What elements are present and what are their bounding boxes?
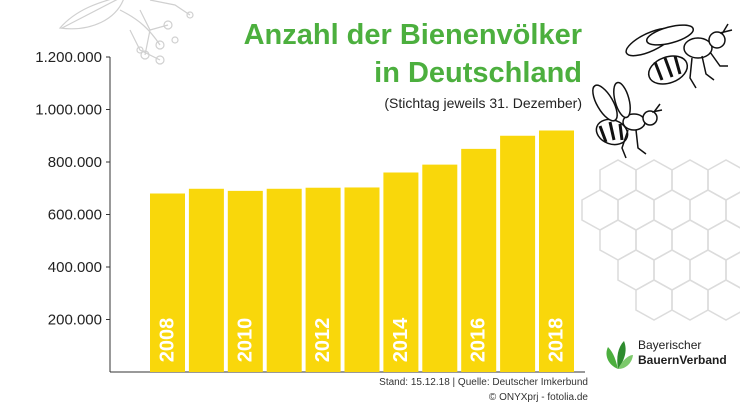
y-tick-label: 1.200.000	[35, 49, 102, 66]
bar-label: 2008	[157, 318, 179, 363]
bar-2017	[500, 135, 536, 372]
chart-subtitle: (Stichtag jeweils 31. Dezember)	[384, 95, 582, 111]
bee-illustration-1	[625, 23, 733, 89]
y-tick-label: 400.000	[48, 259, 102, 276]
bar-2010	[227, 190, 263, 372]
y-tick-label: 1.000.000	[35, 102, 102, 119]
logo-text-line-2: BauernVerband	[638, 353, 727, 367]
y-tick-label: 200.000	[48, 312, 102, 329]
leaf-icon	[606, 341, 633, 369]
y-axis-ticks: 200.000 400.000 600.000 800.000 1.000.000 1.2…	[35, 49, 110, 329]
bar-2012	[305, 187, 341, 372]
y-tick-label: 800.000	[48, 154, 102, 171]
bbv-logo: Bayerischer BauernVerband	[602, 335, 738, 375]
bar-2013	[344, 187, 380, 372]
honeycomb-pattern	[581, 159, 740, 321]
bar-2009	[188, 188, 224, 372]
logo-text-line-1: Bayerischer	[638, 338, 702, 352]
bars: 2008 2010 2012 2014 2016 2018	[150, 130, 574, 372]
chart-title-line-1: Anzahl der Bienenvölker	[243, 19, 582, 51]
bee-illustration-2	[592, 81, 663, 159]
bar-label: 2016	[468, 318, 490, 363]
bar-label: 2010	[234, 318, 256, 363]
bar-2008	[150, 193, 185, 372]
source-note: Stand: 15.12.18 | Quelle: Deutscher Imke…	[379, 377, 588, 388]
bar-label: 2014	[390, 317, 412, 362]
bar-2011	[266, 188, 302, 372]
bar-2018	[539, 130, 574, 372]
bar-label: 2018	[546, 318, 568, 363]
copyright-note: © ONYXprj - fotolia.de	[488, 392, 588, 403]
bar-2014	[383, 172, 419, 372]
chart-title-line-2: in Deutschland	[374, 57, 582, 89]
y-tick-label: 600.000	[48, 207, 102, 224]
branch-illustration	[58, 0, 194, 65]
bar-2016	[461, 148, 497, 372]
bar-2015	[422, 164, 458, 372]
bar-label: 2012	[312, 318, 334, 363]
